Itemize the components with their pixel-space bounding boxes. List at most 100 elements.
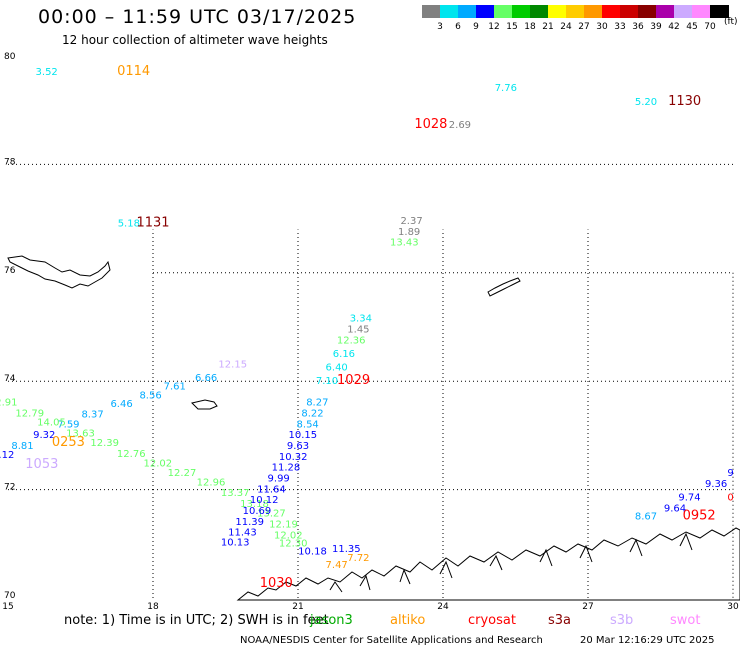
y-tick-label: 74 — [4, 374, 16, 384]
satellite-jason3: jason3 — [310, 613, 353, 628]
bjornoya — [191, 399, 218, 410]
wave-height-value: 8.81 — [11, 441, 33, 452]
wave-height-value: 9.64 — [664, 503, 686, 514]
wave-height-value: 13.27 — [257, 509, 286, 520]
map-title: 00:00 – 11:59 UTC 03/17/2025 — [38, 6, 357, 28]
axis-labels: 15 18 21 24 27 30 80 78 76 74 72 70 — [2, 52, 739, 612]
pass-time-label: 0253 — [52, 435, 85, 450]
coastline — [7, 255, 740, 601]
x-tick-label: 30 — [727, 602, 739, 612]
legend-label: 6 — [455, 22, 461, 32]
wave-height-value: 12.76 — [117, 449, 146, 460]
x-tick-label: 15 — [2, 602, 13, 612]
wave-height-value: 3.52 — [36, 67, 58, 78]
wave-height-value: 12.15 — [218, 360, 247, 371]
legend-label: 18 — [524, 22, 536, 32]
wave-height-value: 2.69 — [449, 120, 471, 131]
wave-height-value: 3.34 — [350, 314, 372, 325]
wave-height-value: 11.43 — [228, 528, 257, 539]
wave-height-value: 10.69 — [243, 506, 272, 517]
pass-time-labels: 0114 1028 1130 1131 1029 0253 1053 1030 0952 — [25, 64, 715, 591]
wave-height-value: 8.56 — [139, 391, 161, 402]
wave-height-value: 0 — [727, 492, 733, 503]
legend-label: 30 — [596, 22, 608, 32]
wave-height-value: 14.05 — [37, 418, 66, 429]
satellite-cryosat: cryosat — [468, 613, 516, 628]
wave-height-value: 10.32 — [279, 452, 308, 463]
pass-time-label: 1030 — [260, 576, 293, 591]
wave-height-value: 5.18 — [118, 219, 140, 230]
footer-credit: NOAA/NESDIS Center for Satellite Applica… — [240, 635, 543, 646]
y-tick-label: 76 — [4, 266, 16, 276]
legend-label: 36 — [632, 22, 644, 32]
x-tick-label: 18 — [147, 602, 159, 612]
pass-time-label: 1131 — [136, 216, 169, 231]
legend-swatch — [710, 5, 729, 18]
legend-label: 3 — [437, 22, 443, 32]
wave-height-value: 9.12 — [0, 450, 14, 461]
y-tick-label: 78 — [4, 157, 16, 167]
wave-height-value: 12.39 — [90, 438, 119, 449]
wave-height-value: 13.63 — [66, 428, 95, 439]
svalbard-coast — [7, 255, 111, 289]
wave-height-value: 11.35 — [332, 544, 361, 555]
wave-height-value: 2.37 — [400, 216, 422, 227]
legend-label: 27 — [578, 22, 590, 32]
satellite-s3b: s3b — [610, 613, 634, 628]
lat-lon-grid — [8, 163, 734, 598]
wave-height-value: 10.18 — [298, 547, 327, 558]
wave-height-value: 12.02 — [144, 458, 173, 469]
pass-time-label: 0114 — [117, 64, 150, 79]
wave-height-value: 9.99 — [268, 473, 290, 484]
wave-height-value: 9.63 — [287, 441, 309, 452]
x-tick-label: 21 — [292, 602, 303, 612]
wave-height-value: 12.02 — [274, 530, 303, 541]
wave-height-value: 12.96 — [197, 477, 226, 488]
wave-height-value: 9.36 — [705, 479, 727, 490]
x-tick-label: 27 — [582, 602, 593, 612]
y-tick-label: 80 — [4, 52, 16, 62]
satellite-altiko: altiko — [390, 613, 426, 628]
wave-height-value: 7.10 — [316, 376, 338, 387]
wave-height-value: 8.27 — [306, 398, 328, 409]
norway-coast — [236, 527, 740, 601]
legend-label: 15 — [506, 22, 518, 32]
wave-height-value: 12.36 — [337, 335, 366, 346]
wave-height-value: 10.12 — [250, 495, 279, 506]
pass-time-label: 0952 — [683, 508, 716, 523]
wave-height-value: 9 — [727, 468, 733, 479]
legend-label: 9 — [473, 22, 479, 32]
wave-height-value: 7.76 — [495, 83, 517, 94]
wave-height-value: 11.64 — [257, 484, 286, 495]
wave-height-value: 13.18 — [240, 499, 269, 510]
wave-height-value: 6.16 — [333, 349, 355, 360]
wave-height-value: 12.30 — [279, 539, 308, 550]
legend-label: 45 — [686, 22, 698, 32]
pass-time-label: 1130 — [668, 94, 701, 109]
wave-height-value: 6.66 — [195, 373, 217, 384]
pass-time-label: 1028 — [414, 117, 447, 132]
pass-time-label: 1053 — [25, 457, 58, 472]
wave-height-value: 11.28 — [272, 463, 301, 474]
wave-height-value: 12.19 — [269, 520, 298, 531]
wave-height-value: 8.37 — [81, 410, 103, 421]
wave-height-value: 9.74 — [678, 492, 700, 503]
kong-karls-land — [487, 277, 521, 297]
pass-time-label: 1029 — [337, 373, 370, 388]
wave-height-value: 10.15 — [289, 430, 318, 441]
y-tick-label: 72 — [4, 483, 15, 493]
wave-height-value: 11.39 — [235, 517, 264, 528]
legend-units: (ft) — [724, 17, 738, 27]
wave-height-value: 6.40 — [326, 362, 348, 373]
wave-height-value: 12.27 — [168, 468, 197, 479]
wave-height-value: 8.54 — [297, 419, 319, 430]
wave-height-value: 8.67 — [635, 511, 657, 522]
wave-height-value: 7.59 — [57, 419, 79, 430]
wave-height-value: 12.91 — [0, 398, 17, 409]
wave-height-value: 7.47 — [326, 560, 348, 571]
satellite-swot: swot — [670, 613, 701, 628]
legend-label: 24 — [560, 22, 572, 32]
legend-label: 33 — [614, 22, 626, 32]
